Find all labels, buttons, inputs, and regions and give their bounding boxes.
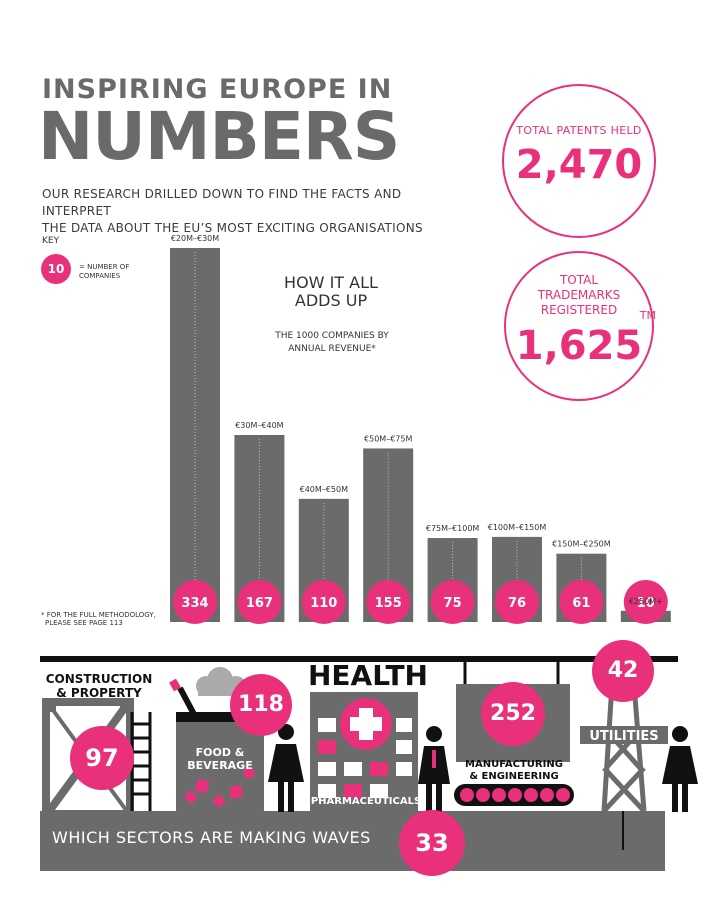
bar-value-label: 167 — [246, 596, 273, 611]
food-jar-icon — [169, 678, 264, 814]
bar-value-dot — [623, 580, 668, 624]
key-text-2: COMPANIES — [79, 272, 121, 280]
bar-category-label: €75M–€100M — [426, 524, 480, 533]
ground-band — [40, 811, 665, 871]
patents-value: 2,470 — [515, 142, 643, 188]
food-count: 118 — [230, 674, 292, 736]
construction-label-2: & PROPERTY — [56, 686, 142, 700]
patents-circle: TOTAL PATENTS HELD 2,470 — [502, 84, 656, 238]
bar-category-label: €150M–€250M — [552, 540, 611, 549]
key-text: = NUMBER OF COMPANIES — [79, 263, 129, 281]
key-text-1: = NUMBER OF — [79, 263, 130, 271]
bar-category-label: €250M+ — [629, 597, 663, 606]
manufacturing-label: MANUFACTURING & ENGINEERING — [452, 759, 576, 783]
intro-line-1: OUR RESEARCH DRILLED DOWN TO FIND THE FA… — [42, 187, 402, 218]
bar-category-label: €20M–€30M — [171, 234, 219, 243]
bar-value-label: 61 — [572, 596, 590, 611]
trademarks-label-2: TRADEMARKS — [537, 288, 621, 302]
bar-value-label: 76 — [508, 596, 526, 611]
bar-value-label: 75 — [444, 596, 462, 611]
top-rail — [40, 656, 678, 662]
intro-line-2: THE DATA ABOUT THE EU’S MOST EXCITING OR… — [42, 221, 423, 235]
pylon-icon — [580, 683, 668, 813]
pharma-label: PHARMACEUTICALS — [310, 796, 422, 807]
sectors-heading: WHICH SECTORS ARE MAKING WAVES — [52, 828, 371, 847]
patents-label: TOTAL PATENTS HELD — [516, 124, 642, 137]
footnote-1: * FOR THE FULL METHODOLOGY, — [41, 611, 156, 619]
ladder-icon — [130, 712, 152, 811]
food-label-1: FOOD & — [195, 746, 245, 759]
bar-value-dot — [559, 580, 604, 624]
revenue-bar-chart: 334 €20M–€30M 167 €30M–€40M 110 €40M–€50M 155 €… — [170, 234, 671, 624]
trademark-mark: TM — [639, 309, 656, 322]
manufacturing-count: 252 — [481, 682, 545, 746]
construction-label: CONSTRUCTION & PROPERTY — [44, 672, 154, 700]
bar-category-label: €50M–€75M — [364, 434, 412, 443]
bar-category-label: €40M–€50M — [300, 485, 348, 494]
chart-sub-1: THE 1000 COMPANIES BY — [275, 331, 389, 341]
manufacturing-label-2: & ENGINEERING — [469, 771, 559, 782]
doctor-icon — [418, 726, 450, 812]
chart-title: HOW IT ALL ADDS UP — [268, 274, 394, 310]
person-icon — [268, 724, 304, 812]
headline-main: NUMBERS — [38, 98, 400, 175]
utilities-count: 42 — [592, 640, 654, 702]
chart-sub-2: ANNUAL REVENUE* — [288, 344, 376, 354]
chart-title-2: ADDS UP — [294, 291, 368, 310]
bar-value-label: 155 — [375, 596, 402, 611]
bar-value-dot — [173, 580, 217, 624]
sectors-illustration — [40, 656, 698, 871]
food-label-2: BEVERAGE — [187, 759, 253, 772]
trademarks-circle: TOTAL TRADEMARKS REGISTERED 1,625 TM — [504, 251, 656, 401]
hospital-building-icon — [310, 692, 418, 812]
bar-value-dot — [430, 580, 475, 624]
key-sample-dot: 10 — [41, 254, 71, 284]
bar-value-label: 334 — [181, 596, 208, 611]
person-icon-right — [662, 726, 698, 812]
bar-value-dot — [495, 580, 539, 624]
chart-title-1: HOW IT ALL — [284, 273, 378, 292]
bar-value-dot — [301, 580, 346, 624]
construction-count: 97 — [70, 726, 134, 790]
bar-value-dot — [237, 580, 282, 624]
bar-value-dot — [366, 580, 411, 624]
construction-label-1: CONSTRUCTION — [45, 672, 153, 686]
bar-value-label: 110 — [310, 596, 337, 611]
bar-value-label: 10 — [637, 596, 655, 611]
trademarks-label-3: REGISTERED — [540, 303, 618, 317]
bar-category-label: €100M–€150M — [488, 523, 547, 532]
health-count: 33 — [399, 810, 465, 876]
footnote: * FOR THE FULL METHODOLOGY, PLEASE SEE P… — [41, 611, 156, 627]
key-title: KEY — [42, 236, 60, 246]
intro-text: OUR RESEARCH DRILLED DOWN TO FIND THE FA… — [42, 186, 462, 237]
headline-top: INSPIRING EUROPE IN — [42, 74, 393, 105]
chart-subtitle: THE 1000 COMPANIES BY ANNUAL REVENUE* — [262, 330, 402, 356]
conveyor-belt-icon — [454, 784, 574, 806]
food-label: FOOD & BEVERAGE — [178, 746, 262, 772]
utilities-label: UTILITIES — [589, 729, 659, 744]
bar-category-label: €30M–€40M — [235, 421, 283, 430]
health-label: HEALTH — [308, 659, 428, 692]
footnote-2: PLEASE SEE PAGE 113 — [45, 619, 123, 627]
manufacturing-label-1: MANUFACTURING — [465, 759, 563, 770]
trademarks-label-1: TOTAL — [559, 273, 599, 287]
steam-cloud-icon — [196, 667, 246, 696]
trademarks-value: 1,625 — [515, 323, 643, 369]
